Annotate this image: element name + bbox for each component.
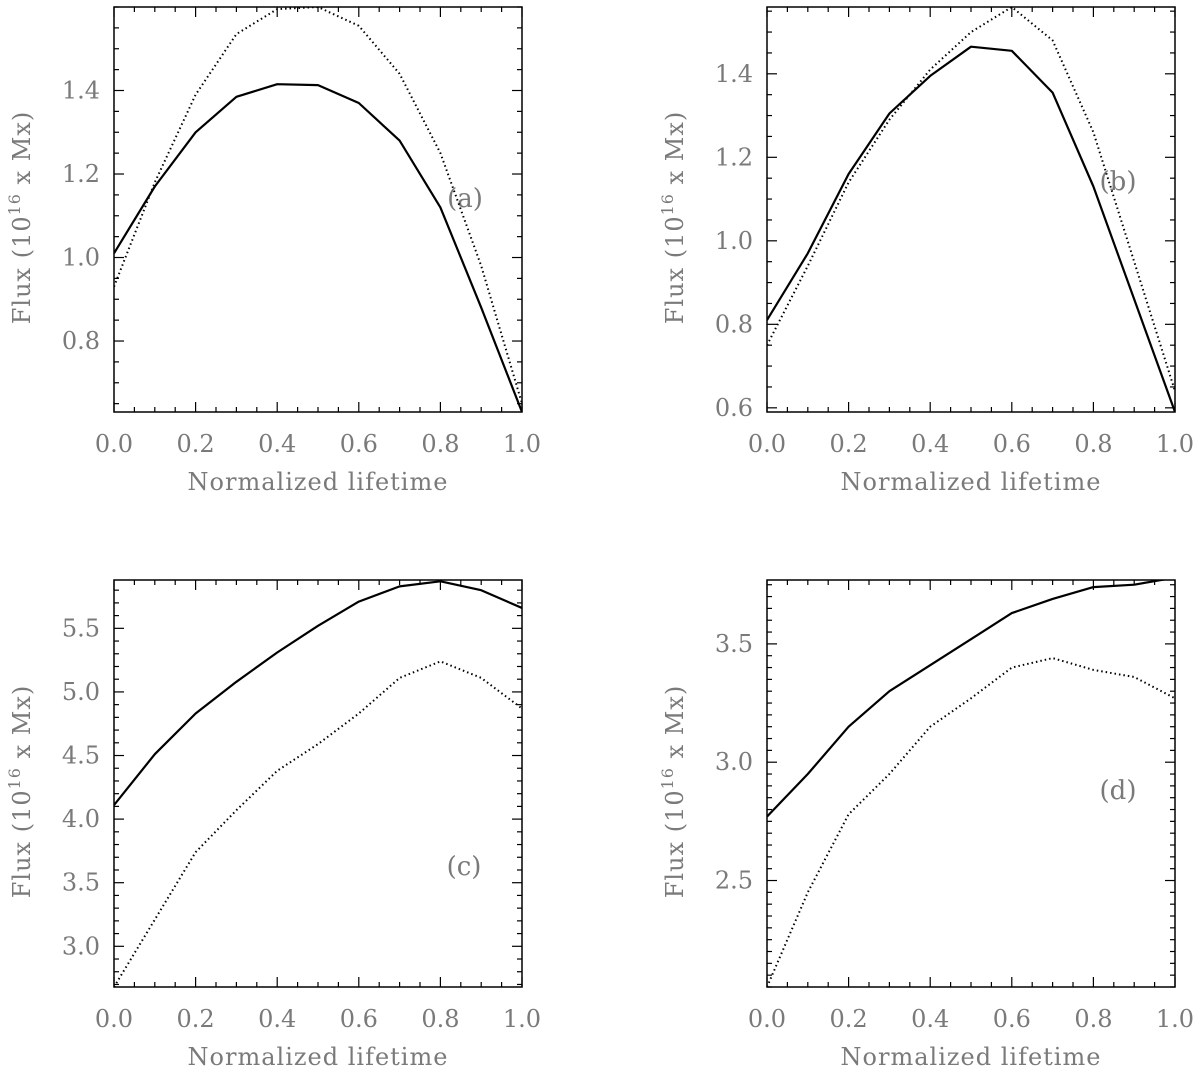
y-tick-label: 3.5 [715, 630, 753, 658]
x-tick-label: 0.8 [421, 1005, 459, 1033]
y-tick-label: 1.0 [715, 227, 753, 255]
x-tick-label: 1.0 [503, 430, 541, 458]
x-tick-label: 0.2 [177, 430, 215, 458]
y-tick-label: 1.2 [62, 160, 100, 188]
y-tick-label: 4.0 [62, 805, 100, 833]
x-tick-label: 0.2 [177, 1005, 215, 1033]
x-tick-label: 0.4 [911, 1005, 949, 1033]
x-axis-title: Normalized lifetime [188, 1043, 449, 1068]
dotted-series-line [114, 660, 522, 987]
x-tick-label: 0.8 [1074, 1005, 1112, 1033]
x-tick-label: 0.0 [95, 430, 133, 458]
x-tick-label: 0.0 [748, 430, 786, 458]
panel-label: (c) [447, 852, 482, 882]
x-tick-label: 1.0 [503, 1005, 541, 1033]
y-tick-label: 0.6 [715, 394, 753, 422]
y-tick-label: 1.2 [715, 143, 753, 171]
y-tick-label: 5.0 [62, 678, 100, 706]
solid-series-line [114, 83, 522, 412]
y-tick-label: 1.4 [62, 77, 100, 105]
y-tick-label: 4.5 [62, 742, 100, 770]
solid-series-line [767, 45, 1175, 412]
y-tick-label: 2.5 [715, 867, 753, 895]
x-axis-title: Normalized lifetime [841, 468, 1102, 496]
y-tick-label: 1.0 [62, 244, 100, 272]
plot-frame [113, 579, 523, 988]
dotted-series-line [114, 7, 522, 404]
x-tick-label: 0.0 [95, 1005, 133, 1033]
x-tick-label: 0.8 [421, 430, 459, 458]
x-tick-label: 0.8 [1074, 430, 1112, 458]
y-axis-title: Flux (1016 x Mx) [658, 685, 689, 898]
x-tick-label: 0.0 [748, 1005, 786, 1033]
x-axis-title: Normalized lifetime [841, 1043, 1102, 1068]
x-tick-label: 0.6 [993, 1005, 1031, 1033]
y-axis-title: Flux (1016 x Mx) [5, 685, 36, 898]
chart-panel-2: 0.0 0.2 0.4 0.6 0.8 1.0 0.6 0.8 1.0 1.2 1.4 Normali… [658, 6, 1194, 496]
x-tick-label: 0.4 [911, 430, 949, 458]
x-axis-title: Normalized lifetime [188, 468, 449, 496]
x-tick-label: 1.0 [1156, 1005, 1194, 1033]
x-tick-label: 0.6 [340, 430, 378, 458]
x-tick-label: 1.0 [1156, 430, 1194, 458]
solid-series-line [767, 580, 1168, 818]
chart-panel-3: 0.0 0.2 0.4 0.6 0.8 1.0 3.0 3.5 4.0 4.5 5.0 5.5 Norm… [5, 579, 541, 1068]
plot-frame [766, 6, 1176, 413]
panel-label: (b) [1100, 167, 1137, 197]
y-tick-label: 0.8 [62, 327, 100, 355]
x-tick-label: 0.2 [830, 1005, 868, 1033]
dotted-series-line [767, 7, 1175, 392]
x-tick-label: 0.4 [258, 1005, 296, 1033]
y-tick-label: 0.8 [715, 310, 753, 338]
x-tick-label: 0.4 [258, 430, 296, 458]
y-tick-label: 3.0 [62, 932, 100, 960]
panel-label: (d) [1100, 776, 1137, 806]
chart-panel-1: 0.0 0.2 0.4 0.6 0.8 1.0 0.8 1.0 1.2 1.4 Normalized… [5, 6, 541, 496]
y-axis-title: Flux (1016 x Mx) [5, 111, 36, 324]
y-axis-title: Flux (1016 x Mx) [658, 111, 689, 324]
x-tick-label: 0.2 [830, 430, 868, 458]
y-tick-label: 1.4 [715, 60, 753, 88]
solid-series-line [114, 580, 522, 806]
x-tick-label: 0.6 [993, 430, 1031, 458]
panel-label: (a) [447, 184, 483, 214]
chart-panel-4: 0.0 0.2 0.4 0.6 0.8 1.0 2.5 3.0 3.5 Normalized li… [658, 579, 1194, 1068]
y-tick-label: 3.0 [715, 748, 753, 776]
x-tick-label: 0.6 [340, 1005, 378, 1033]
y-tick-label: 5.5 [62, 614, 100, 642]
y-tick-label: 3.5 [62, 869, 100, 897]
dotted-series-line [767, 657, 1175, 987]
